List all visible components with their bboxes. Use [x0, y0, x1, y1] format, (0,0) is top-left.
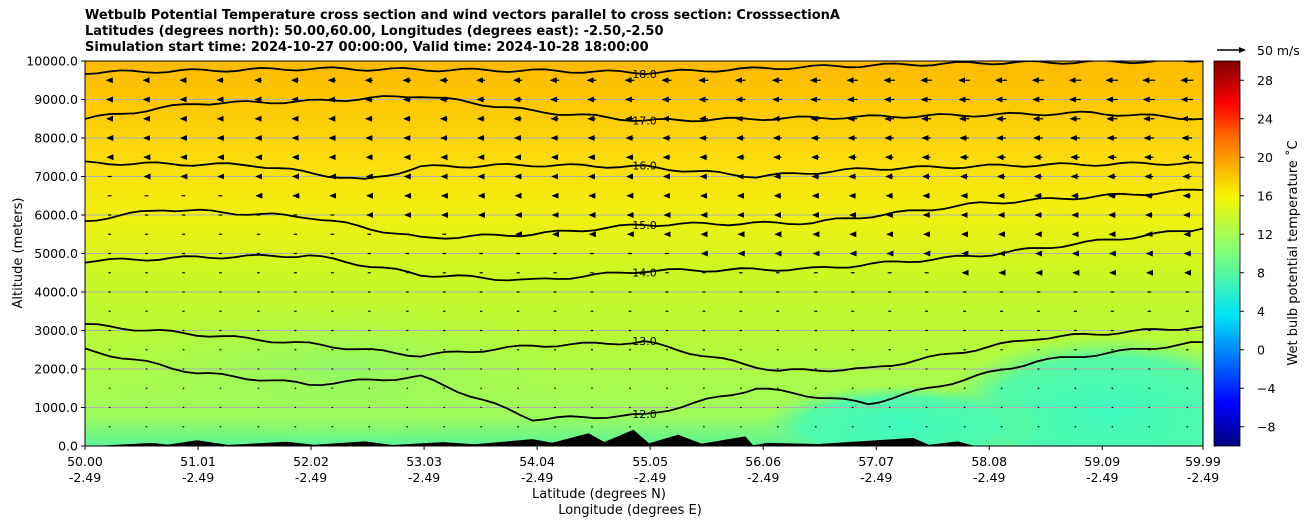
x-tick-label-longitude: -2.49: [295, 470, 327, 485]
colorbar-label: Wet bulb potential temperature ˚C: [1285, 140, 1301, 365]
y-tick-label: 1000.0: [34, 400, 78, 415]
x-tick-label-longitude: -2.49: [521, 470, 553, 485]
x-tick-label-latitude: 51.01: [180, 454, 216, 469]
x-tick-label-latitude: 56.06: [745, 454, 781, 469]
contour-line: [85, 341, 1203, 422]
title-line-3: Simulation start time: 2024-10-27 00:00:…: [85, 40, 649, 55]
colorbar-tick-label: 20: [1257, 150, 1273, 165]
x-tick-label-longitude: -2.49: [747, 470, 779, 485]
colorbar-tick-label: 4: [1257, 304, 1265, 319]
contour-line: [85, 160, 1203, 180]
colorbar-tick-label: −8: [1257, 419, 1275, 434]
y-tick-label: 6000.0: [34, 208, 78, 223]
colorbar-tick-label: 24: [1257, 111, 1273, 126]
x-tick-label-longitude: -2.49: [973, 470, 1005, 485]
y-axis: 0.0 1000.0 2000.0 3000.0 4000.0 5000.0 6000.0 7…: [26, 54, 85, 454]
colorbar-tick-label: 0: [1257, 342, 1265, 357]
colorbar-tick-label: −4: [1257, 381, 1275, 396]
x-tick-label-longitude: -2.49: [634, 470, 666, 485]
contour-label: 15.0: [632, 219, 657, 232]
x-tick-label-longitude: -2.49: [860, 470, 892, 485]
y-tick-label: 10000.0: [26, 54, 78, 69]
title-line-2: Latitudes (degrees north): 50.00,60.00, …: [85, 24, 664, 39]
colorbar-tick-label: 12: [1257, 227, 1273, 242]
y-tick-label: 5000.0: [34, 246, 78, 261]
x-tick-label-longitude: -2.49: [1187, 470, 1219, 485]
contour-line: [85, 227, 1203, 282]
x-tick-label-longitude: -2.49: [408, 470, 440, 485]
x-tick-label-latitude: 54.04: [519, 454, 555, 469]
y-tick-label: 3000.0: [34, 323, 78, 338]
title-line-1: Wetbulb Potential Temperature cross sect…: [85, 8, 840, 23]
contour-lines: 18.0 17.0 16.0 15.0 14.0 13.0 12.0: [85, 61, 1203, 422]
y-tick-label: 7000.0: [34, 169, 78, 184]
colorbar-tick-label: 8: [1257, 265, 1265, 280]
temperature-field-green-low: [85, 300, 600, 440]
contour-line: [85, 188, 1203, 240]
contour-line: [85, 95, 1203, 123]
y-tick-label: 9000.0: [34, 92, 78, 107]
y-axis-label: Altitude (meters): [11, 198, 26, 309]
x-tick-label-latitude: 50.00: [67, 454, 103, 469]
x-tick-label-longitude: -2.49: [69, 470, 101, 485]
contour-line: [85, 61, 1203, 76]
x-tick-label-longitude: -2.49: [182, 470, 214, 485]
vector-key-label: 50 m/s: [1257, 43, 1300, 58]
contour-label: 17.0: [632, 115, 657, 128]
colorbar-ticks: −8 −4 0 4 8 12 16 20 24 28: [1240, 73, 1275, 434]
x-tick-label-latitude: 59.99: [1185, 454, 1221, 469]
contour-label: 16.0: [632, 159, 657, 172]
contour-label: 14.0: [632, 266, 657, 279]
y-tick-label: 4000.0: [34, 285, 78, 300]
plot-area: 18.0 17.0 16.0 15.0 14.0 13.0 12.0: [85, 61, 1203, 446]
x-axis: 50.00-2.4951.01-2.4952.02-2.4953.03-2.49…: [67, 446, 1221, 485]
vector-key: 50 m/s: [1217, 43, 1300, 58]
x-tick-label-latitude: 57.07: [858, 454, 894, 469]
x-axis-label-longitude: Longitude (degrees E): [558, 503, 702, 518]
y-tick-label: 8000.0: [34, 131, 78, 146]
x-tick-label-latitude: 58.08: [971, 454, 1007, 469]
x-tick-label-longitude: -2.49: [1086, 470, 1118, 485]
y-tick-label: 0.0: [58, 439, 78, 454]
x-tick-label-latitude: 59.09: [1084, 454, 1120, 469]
wind-vectors: [105, 77, 1194, 428]
contour-line: [85, 323, 1203, 373]
chart-title: Wetbulb Potential Temperature cross sect…: [85, 8, 840, 56]
x-tick-label-latitude: 55.05: [632, 454, 668, 469]
terrain-silhouette: [85, 429, 975, 446]
x-tick-label-latitude: 52.02: [293, 454, 329, 469]
x-tick-label-latitude: 53.03: [406, 454, 442, 469]
temperature-field-cyan-mid: [760, 385, 1040, 446]
colorbar: [1213, 60, 1241, 447]
y-tick-label: 2000.0: [34, 362, 78, 377]
colorbar-tick-label: 28: [1257, 73, 1273, 88]
y-gridlines: [85, 99, 1203, 408]
contour-label: 13.0: [632, 335, 657, 348]
contour-label: 12.0: [632, 408, 657, 421]
x-axis-label-latitude: Latitude (degrees N): [532, 487, 666, 502]
colorbar-tick-label: 16: [1257, 188, 1273, 203]
contour-label: 18.0: [632, 68, 657, 81]
